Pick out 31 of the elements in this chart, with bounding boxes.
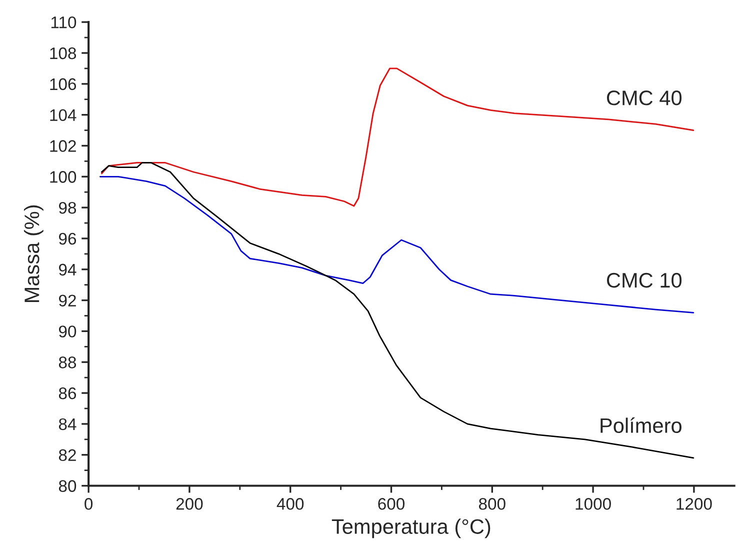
line-series — [100, 68, 694, 207]
y-tick-label: 106 — [50, 78, 76, 90]
y-tick-label: 94 — [59, 264, 76, 276]
x-axis-title: Temperatura (°C) — [332, 518, 490, 538]
line-series — [100, 162, 694, 459]
series-label: Polímero — [600, 417, 682, 433]
y-tick-label: 84 — [58, 418, 76, 430]
y-tick-label: 88 — [58, 356, 76, 368]
x-tick-label: 600 — [378, 498, 405, 510]
y-tick-label: 102 — [50, 140, 76, 152]
y-tick-label: 90 — [59, 326, 76, 338]
y-tick-label: 80 — [58, 480, 76, 492]
x-tick-label: 400 — [276, 498, 304, 510]
x-tick-label: 800 — [478, 498, 506, 510]
y-tick-label: 100 — [50, 171, 76, 183]
line-series — [99, 176, 694, 314]
y-tick-label: 86 — [58, 387, 76, 400]
series-label: CMC 40 — [606, 90, 682, 106]
y-tick-label: 92 — [59, 294, 76, 306]
y-tick-label: 110 — [51, 16, 76, 28]
y-tick-label: 108 — [50, 47, 76, 60]
y-axis-title: Massa (%) — [24, 205, 44, 302]
x-tick-label: 200 — [176, 498, 203, 510]
y-tick-label: 96 — [59, 232, 76, 245]
y-tick-label: 104 — [50, 109, 76, 122]
series-label: CMC 10 — [606, 272, 682, 288]
y-tick-label: 98 — [59, 202, 76, 214]
x-tick-label: 0 — [84, 498, 93, 510]
x-tick-label: 1200 — [676, 498, 712, 510]
y-tick-label: 82 — [58, 449, 76, 462]
x-tick-label: 1000 — [576, 498, 611, 510]
